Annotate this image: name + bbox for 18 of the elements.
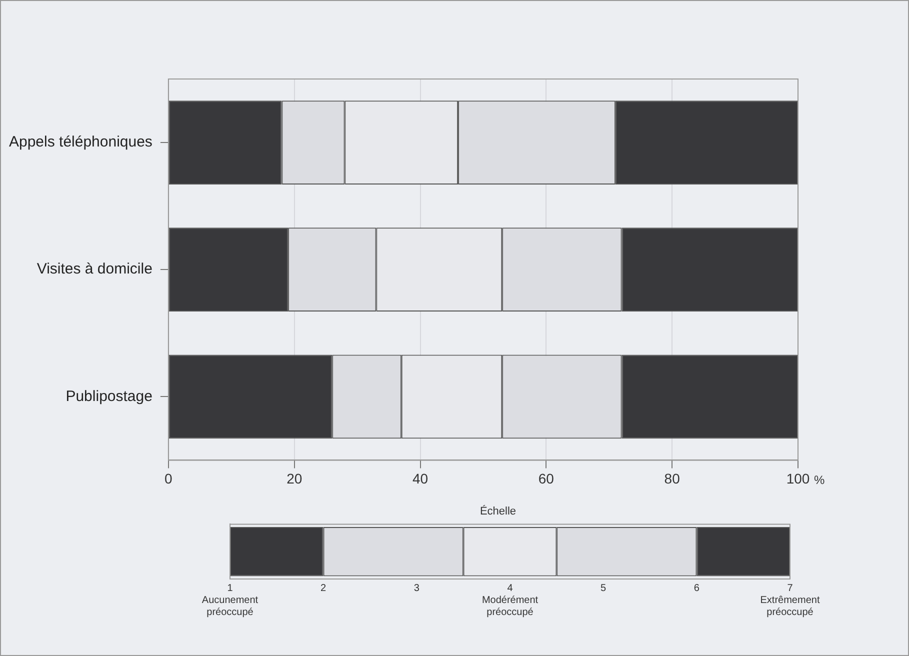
x-tick-label: 5 [600, 582, 607, 594]
x-tick-label: 20 [286, 470, 302, 486]
x-axis-title: % [814, 473, 825, 488]
x-tick-label: 80 [664, 470, 680, 486]
x-tick-label: 7 Extrêmement préoccupé [760, 582, 820, 618]
x-tick-label: 3 [414, 582, 420, 594]
x-tick-label: 6 [694, 582, 700, 594]
x-tick-label: 60 [538, 470, 554, 486]
x-tick-label: 1 Aucunement préoccupé [202, 582, 258, 618]
x-tick-label: 40 [412, 470, 428, 486]
x-tick-label: 4 Modérément préoccupé [482, 582, 538, 618]
x-tick-label: 0 [164, 470, 173, 486]
y-tick-label: Appels téléphoniques [8, 134, 152, 151]
y-tick-label: Visites à domicile [36, 260, 152, 278]
x-tick-label: 2 [320, 582, 327, 594]
y-tick-label: Publipostage [66, 388, 152, 405]
x-tick-label: 100 [786, 470, 810, 486]
text: Échelle [480, 504, 516, 518]
